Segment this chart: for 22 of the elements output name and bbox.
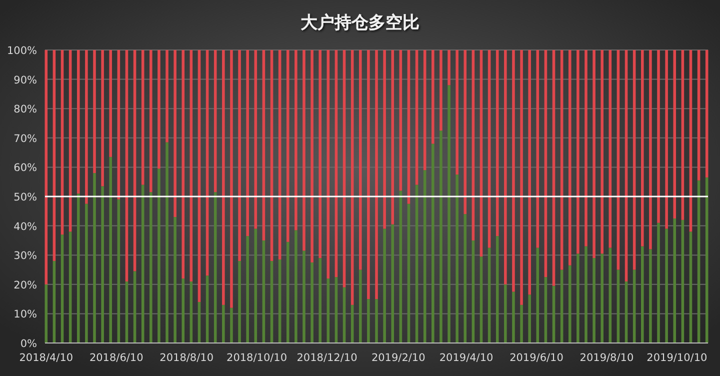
y-tick-label: 50% (14, 192, 38, 204)
x-tick-label: 2018/10/10 (226, 352, 288, 364)
y-tick-label: 70% (14, 132, 38, 145)
y-tick-label: 60% (14, 162, 38, 174)
y-tick-label: 0% (20, 338, 38, 350)
x-tick-label: 2018/6/10 (89, 352, 144, 364)
y-tick-label: 80% (14, 104, 38, 116)
chart-title: 大户持仓多空比 (300, 13, 420, 33)
x-tick-label: 2018/8/10 (160, 352, 214, 364)
y-tick-label: 100% (6, 45, 38, 57)
x-tick-label: 2018/4/10 (19, 352, 74, 364)
x-tick-label: 2019/2/10 (371, 352, 426, 364)
y-tick-label: 90% (14, 74, 38, 86)
x-tick-label: 2018/12/10 (296, 352, 358, 364)
x-tick-label: 2019/8/10 (580, 352, 634, 364)
x-tick-label: 2019/10/10 (646, 352, 708, 364)
x-tick-label: 2019/6/10 (510, 352, 564, 364)
y-tick-label: 10% (14, 308, 38, 321)
y-tick-label: 20% (14, 279, 38, 292)
x-tick-label: 2019/4/10 (439, 352, 494, 364)
y-tick-label: 40% (14, 220, 38, 233)
y-tick-label: 30% (14, 250, 38, 262)
